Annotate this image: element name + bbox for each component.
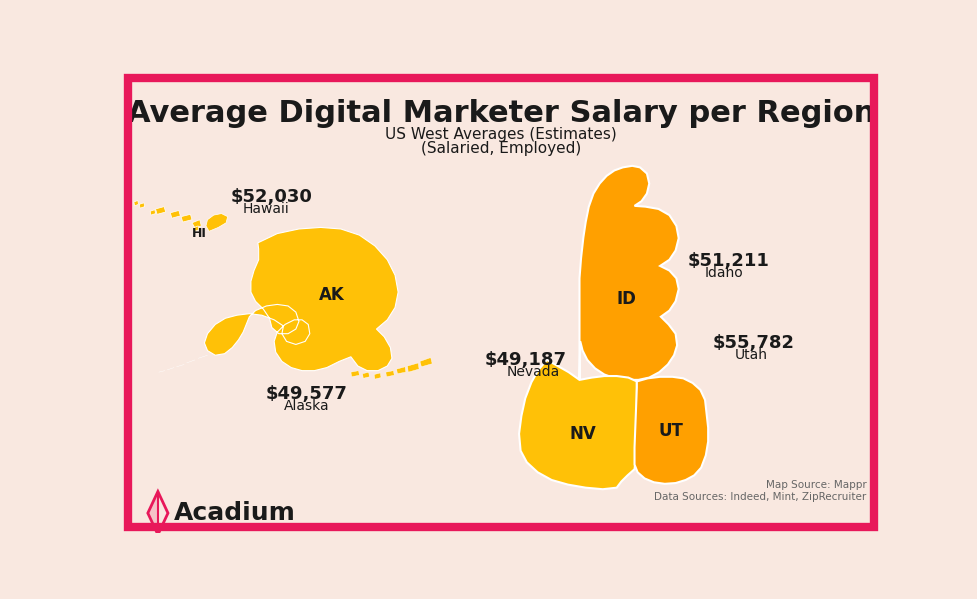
Polygon shape <box>385 371 394 377</box>
Polygon shape <box>351 371 359 377</box>
Text: $49,577: $49,577 <box>266 385 347 403</box>
Polygon shape <box>407 363 419 372</box>
Text: Utah: Utah <box>734 348 767 362</box>
Polygon shape <box>134 201 139 206</box>
Polygon shape <box>206 214 228 231</box>
Polygon shape <box>579 166 678 380</box>
Polygon shape <box>148 492 157 535</box>
Text: Alaska: Alaska <box>283 399 328 413</box>
Polygon shape <box>181 214 191 222</box>
Polygon shape <box>155 207 165 214</box>
Text: HI: HI <box>192 227 207 240</box>
Text: Nevada: Nevada <box>506 365 559 379</box>
Text: Idaho: Idaho <box>704 266 743 280</box>
Text: $51,211: $51,211 <box>687 252 769 270</box>
Text: Hawaii: Hawaii <box>242 202 289 216</box>
Text: US West Averages (Estimates): US West Averages (Estimates) <box>385 128 616 143</box>
Text: Acadium: Acadium <box>173 501 295 525</box>
Polygon shape <box>194 226 198 231</box>
Text: AK: AK <box>319 286 344 304</box>
Text: ID: ID <box>616 290 635 308</box>
Text: Average Digital Marketer Salary per Region: Average Digital Marketer Salary per Regi… <box>127 99 874 128</box>
Text: NV: NV <box>569 425 595 443</box>
Text: $55,782: $55,782 <box>712 334 794 352</box>
Polygon shape <box>204 228 398 371</box>
Polygon shape <box>150 210 155 215</box>
Polygon shape <box>634 377 707 484</box>
Polygon shape <box>170 210 180 218</box>
Polygon shape <box>191 220 201 228</box>
Polygon shape <box>419 358 432 367</box>
Polygon shape <box>397 367 405 374</box>
Polygon shape <box>374 373 381 379</box>
Polygon shape <box>176 364 184 367</box>
Text: (Salaried, Employed): (Salaried, Employed) <box>421 141 580 156</box>
Polygon shape <box>519 360 636 489</box>
Polygon shape <box>362 372 369 379</box>
Polygon shape <box>158 371 165 372</box>
Text: Map Source: Mappr
Data Sources: Indeed, Mint, ZipRecruiter: Map Source: Mappr Data Sources: Indeed, … <box>654 480 866 501</box>
Polygon shape <box>198 355 207 358</box>
Text: $52,030: $52,030 <box>231 187 313 205</box>
Polygon shape <box>187 360 194 363</box>
Text: $49,187: $49,187 <box>485 351 567 369</box>
Polygon shape <box>139 203 145 208</box>
Polygon shape <box>167 368 174 370</box>
Text: UT: UT <box>658 422 683 440</box>
